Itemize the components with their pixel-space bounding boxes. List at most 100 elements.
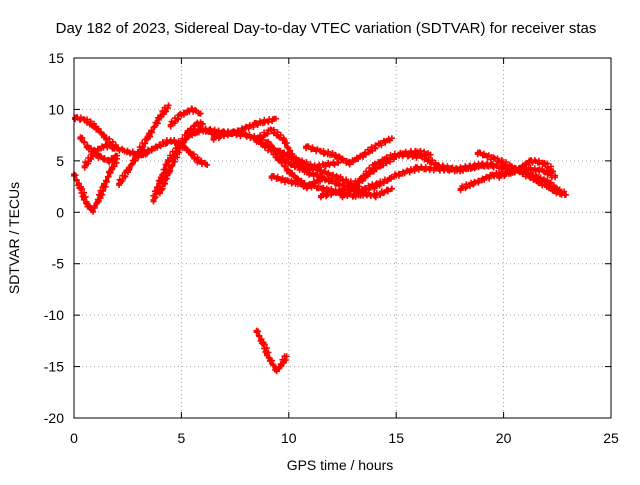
y-tick-label: -10 [44,307,64,323]
data-point [513,167,520,174]
data-point [268,127,275,133]
data-point [492,155,499,162]
data-point [339,176,346,183]
data-point [470,163,477,169]
chart-title: Day 182 of 2023, Sidereal Day-to-day VTE… [56,20,597,37]
data-point [167,121,174,128]
data-point [255,135,262,142]
data-point [537,179,544,186]
x-axis-label: GPS time / hours [287,457,394,473]
data-point [113,152,120,159]
data-point [335,159,342,166]
data-point [199,127,206,133]
data-point [165,170,172,177]
data-point [266,355,273,362]
data-point [193,120,200,127]
x-tick-label: 20 [496,430,512,446]
data-point [268,173,275,180]
data-point [302,166,309,173]
data-point [81,116,88,123]
data-point [135,152,142,159]
y-tick-label: -5 [52,256,65,272]
data-point [197,110,204,117]
data-point [89,207,96,214]
y-tick-label: -15 [44,359,64,375]
x-tick-label: 25 [603,430,619,446]
data-point [541,159,548,166]
data-point [393,172,400,179]
data-point [146,147,153,154]
data-point [81,163,88,169]
data-point [186,149,193,156]
data-point [333,189,340,196]
data-point [86,145,93,152]
data-point [124,168,131,175]
series-track-15 [255,126,342,173]
data-series [71,102,569,375]
data-point [360,186,367,193]
data-point [360,151,367,158]
data-point [176,145,183,152]
series-track-16 [302,135,395,168]
data-point [285,168,292,175]
series-track-11 [210,115,279,143]
data-point [103,142,110,149]
data-point [320,161,327,168]
data-point [290,155,297,162]
data-point [345,159,352,166]
data-point [94,152,101,159]
data-point [156,188,163,195]
data-point [232,129,239,136]
data-point [77,185,84,192]
data-point [333,152,340,159]
data-point [272,115,279,122]
y-tick-label: 15 [48,50,64,66]
data-point [539,167,546,174]
data-point [253,327,260,334]
y-tick-label: -20 [44,410,64,426]
data-point [526,173,533,180]
data-point [281,137,288,144]
data-point [399,151,406,158]
data-point [472,179,479,186]
data-point [318,148,325,155]
y-axis-label: SDTVAR / TECUs [6,182,22,294]
data-point [277,363,284,370]
data-point [167,137,174,144]
data-point [427,151,434,158]
data-point [457,185,464,192]
data-point [307,182,314,189]
x-tick-label: 0 [70,430,78,446]
series-track-07 [135,137,211,168]
data-point [189,106,196,113]
y-tick-label: 0 [56,204,64,220]
data-point [489,160,496,167]
data-point [550,168,557,175]
data-point [414,165,421,172]
data-point [94,199,101,205]
data-point [253,120,260,127]
data-point [204,161,211,168]
data-point [285,159,292,166]
data-point [436,163,443,169]
data-point [558,191,565,198]
data-point [178,111,185,118]
data-point [453,166,460,173]
data-point [489,172,496,179]
plot-frame [73,57,612,419]
data-point [210,135,217,142]
data-point [528,157,535,164]
data-point [107,168,114,175]
series-track-23 [496,157,557,181]
data-point [275,147,282,154]
data-point [146,132,153,139]
data-point [285,178,292,185]
data-point [307,170,314,177]
data-point [150,196,157,203]
x-tick-label: 10 [281,430,297,446]
data-point [103,135,110,142]
data-point [365,190,372,197]
data-point [283,353,290,360]
